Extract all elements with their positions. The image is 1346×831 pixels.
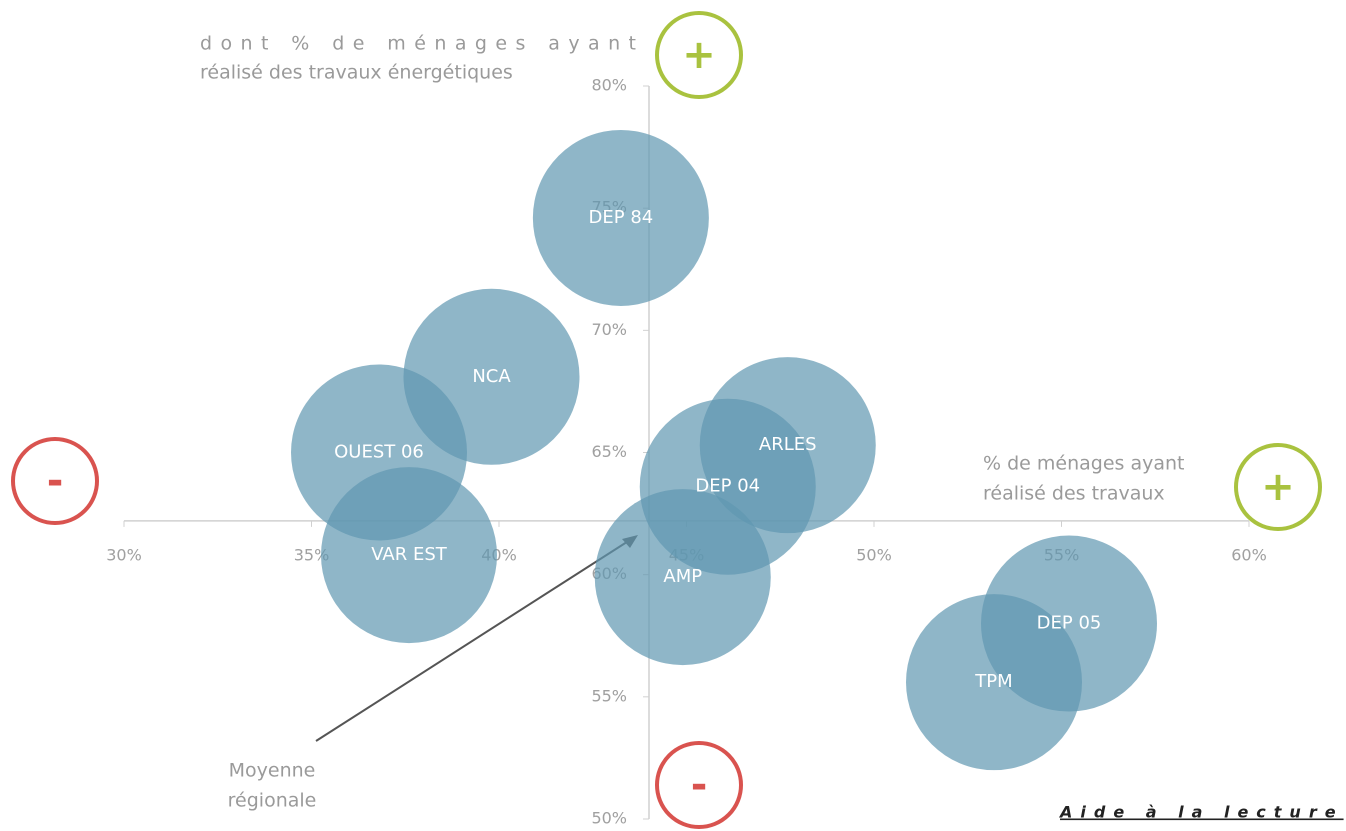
bubble	[906, 594, 1082, 771]
y-tick-label: 50%	[591, 809, 627, 828]
y-tick-label: 70%	[591, 320, 627, 339]
x-axis-title-1: % de ménages ayant	[983, 453, 1184, 475]
x-tick-label: 60%	[1231, 545, 1267, 564]
bubble-label: ARLES	[759, 434, 817, 455]
sign-circle	[11, 437, 99, 525]
annotation-arrow	[315, 539, 631, 742]
bubble-label: DEP 04	[695, 476, 760, 497]
sign: +	[1261, 464, 1295, 510]
x-axis-title-2: réalisé des travaux	[983, 483, 1165, 505]
footnote: Aide à la lecture	[1058, 803, 1344, 822]
bubble	[594, 489, 771, 666]
sign-circle	[1234, 443, 1322, 531]
bubble-label: VAR EST	[371, 544, 448, 565]
y-axis-title-2: réalisé des travaux énergétiques	[200, 62, 513, 84]
x-tick-label: 50%	[856, 545, 892, 564]
sign: -	[691, 762, 708, 808]
bubble-label: AMP	[663, 566, 702, 587]
sign-circle	[655, 11, 743, 99]
sign: +	[682, 32, 716, 78]
y-tick-label: 80%	[591, 76, 627, 95]
annotation-1: Moyenne	[229, 760, 316, 782]
x-tick-label: 30%	[106, 545, 142, 564]
bubble-label: NCA	[472, 366, 511, 387]
bubble-label: OUEST 06	[334, 442, 424, 463]
y-tick-label: 65%	[591, 442, 627, 461]
bubble	[532, 129, 709, 306]
y-tick-label: 55%	[591, 686, 627, 705]
bubble-label: TPM	[974, 671, 1012, 692]
annotation-2: régionale	[228, 790, 317, 812]
bubble-label: DEP 84	[589, 207, 654, 228]
sign-circle	[655, 741, 743, 829]
bubble	[321, 467, 497, 644]
y-axis-title-1: dont % de ménages ayant	[200, 33, 636, 55]
x-tick-label: 35%	[294, 545, 330, 564]
bubble-label: DEP 05	[1037, 613, 1102, 634]
sign: -	[47, 458, 64, 504]
